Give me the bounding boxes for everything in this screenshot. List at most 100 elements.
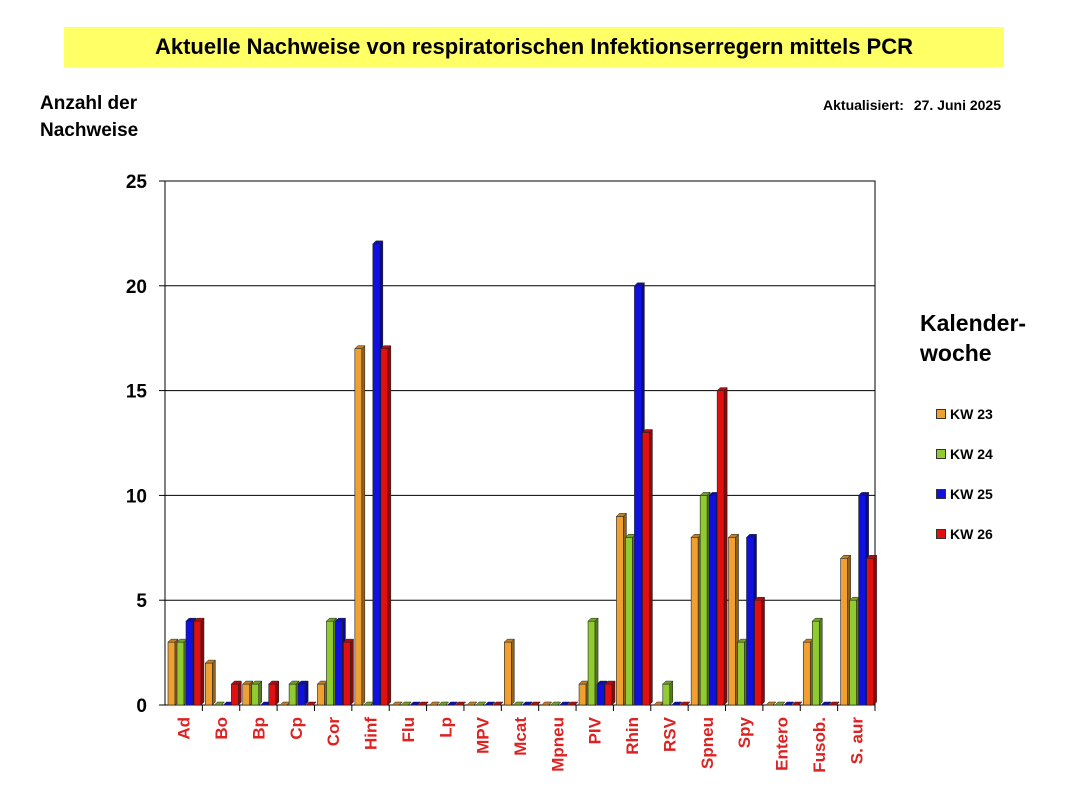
bar-fusob-kw26 — [828, 701, 840, 706]
bar-bo-kw24 — [213, 701, 225, 706]
bar-cp-kw25 — [297, 680, 309, 706]
bar-mpneu-kw23 — [541, 701, 553, 706]
updated-date: 27. Juni 2025 — [913, 97, 1001, 113]
bar-mcat-kw24 — [512, 701, 524, 706]
bar-cp-kw26 — [305, 701, 317, 706]
legend-label: KW 23 — [950, 406, 993, 422]
legend-label: KW 26 — [950, 526, 993, 542]
bar-piv-kw23 — [578, 680, 590, 706]
y-tick-label: 15 — [126, 382, 148, 403]
bar-flu-kw24 — [400, 701, 412, 706]
bar-entero-kw26 — [791, 701, 803, 706]
bar-mpv-kw23 — [466, 701, 478, 706]
y-tick-label: 0 — [136, 696, 147, 717]
bar-rhin-kw24 — [624, 533, 637, 706]
legend: KW 23 KW 24 KW 25 KW 26 — [936, 394, 993, 554]
x-category-label: Cp — [287, 717, 306, 740]
bar-bp-kw26 — [268, 680, 280, 706]
chart-title-text: Aktuelle Nachweise von respiratorischen … — [154, 34, 914, 59]
x-category-label: MPV — [474, 716, 493, 754]
y-tick-label: 5 — [136, 591, 147, 612]
x-category-label: Mpneu — [548, 717, 567, 772]
y-tick-label: 25 — [126, 172, 148, 193]
legend-item: KW 26 — [936, 514, 993, 554]
bar-spneu-kw24 — [699, 491, 711, 706]
x-category-label: Spy — [735, 716, 754, 748]
bar-hinf-kw26 — [380, 345, 392, 706]
bar-lp-kw25 — [446, 701, 459, 706]
x-category-label: Lp — [436, 717, 455, 738]
bar-lp-kw23 — [428, 701, 441, 706]
bar-entero-kw23 — [765, 701, 777, 706]
bar-spy-kw24 — [736, 638, 749, 706]
legend-swatch — [936, 489, 946, 499]
bar-mcat-kw26 — [529, 701, 541, 706]
legend-swatch — [936, 529, 946, 539]
bar-mpneu-kw26 — [567, 701, 579, 706]
bar-spneu-kw26 — [716, 386, 728, 706]
bar-saur-kw24 — [849, 596, 861, 706]
bar-piv-kw26 — [604, 680, 616, 706]
bar-spy-kw26 — [753, 596, 766, 706]
bar-cp-kw24 — [288, 680, 300, 706]
legend-swatch — [936, 409, 946, 419]
bar-rhin-kw23 — [615, 512, 628, 706]
bar-bo-kw23 — [204, 659, 216, 706]
bar-flu-kw26 — [417, 701, 429, 706]
legend-label: KW 25 — [950, 486, 993, 502]
bar-lp-kw26 — [454, 701, 467, 706]
x-category-label: Mcat — [511, 717, 530, 756]
bar-flu-kw23 — [391, 701, 403, 706]
x-category-label: Cor — [324, 717, 343, 747]
y-axis-label-line-1: Anzahl der — [40, 93, 138, 114]
x-category-label: S. aur — [847, 717, 866, 765]
plot-frame — [164, 180, 876, 706]
bar-cor-kw26 — [342, 638, 355, 706]
bar-piv-kw24 — [587, 617, 599, 706]
bar-rsv-kw26 — [679, 701, 691, 706]
bar-hinf-kw23 — [354, 345, 366, 706]
bar-entero-kw24 — [774, 701, 786, 706]
bar-entero-kw25 — [783, 701, 795, 706]
bar-bp-kw23 — [242, 680, 254, 706]
bar-fusob-kw24 — [811, 617, 823, 706]
bar-fusob-kw25 — [820, 701, 832, 706]
legend-item: KW 23 — [936, 394, 993, 434]
x-category-label: Flu — [399, 717, 418, 743]
legend-item: KW 24 — [936, 434, 993, 474]
bar-mpneu-kw24 — [550, 701, 562, 706]
legend-title: Kalender- woche — [920, 308, 1026, 368]
bar-spneu-kw23 — [690, 533, 702, 706]
bar-saur-kw23 — [840, 554, 852, 706]
chart-title: Aktuelle Nachweise von respiratorischen … — [64, 27, 1004, 67]
legend-title-line-1: Kalender- — [920, 310, 1027, 336]
bar-spy-kw23 — [727, 533, 740, 706]
bar-mpv-kw26 — [492, 701, 504, 706]
bar-cor-kw24 — [325, 617, 338, 706]
bar-ad-kw24 — [176, 638, 188, 706]
legend-title-line-2: woche — [920, 340, 992, 366]
bar-cor-kw23 — [316, 680, 329, 706]
bar-flu-kw25 — [409, 701, 421, 706]
y-tick-label: 10 — [126, 486, 147, 507]
bar-bo-kw26 — [230, 680, 242, 706]
bar-rsv-kw24 — [662, 680, 674, 706]
y-axis-label-line-2: Nachweise — [40, 120, 139, 141]
bar-rhin-kw26 — [641, 428, 654, 706]
bar-mcat-kw23 — [503, 638, 515, 706]
bar-rsv-kw25 — [671, 701, 683, 706]
legend-label: KW 24 — [950, 446, 993, 462]
x-category-label: Ad — [175, 717, 194, 740]
bar-mpv-kw25 — [484, 701, 496, 706]
updated-note: Aktualisiert: 27. Juni 2025 — [823, 97, 1001, 113]
bar-mpv-kw24 — [475, 701, 487, 706]
legend-item: KW 25 — [936, 474, 993, 514]
legend-swatch — [936, 449, 946, 459]
bar-mpneu-kw25 — [559, 701, 571, 706]
bar-saur-kw26 — [866, 554, 878, 706]
y-tick-label: 20 — [126, 277, 147, 298]
bar-bp-kw24 — [251, 680, 263, 706]
bar-ad-kw26 — [193, 617, 205, 706]
x-category-label: Spneu — [698, 717, 717, 769]
